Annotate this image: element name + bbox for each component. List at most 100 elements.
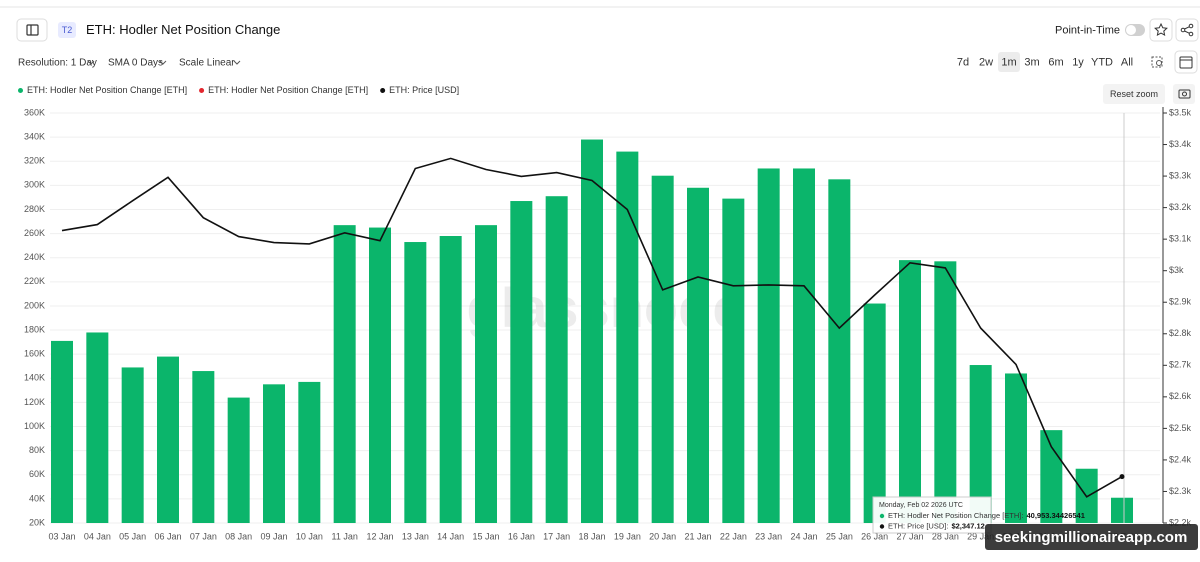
- x-tick-label: 04 Jan: [84, 531, 111, 541]
- y-tick-label: 60K: [29, 469, 45, 479]
- scale: Scale Linear: [179, 58, 235, 69]
- range-button[interactable]: [1116, 52, 1138, 72]
- x-tick-label: 15 Jan: [472, 531, 499, 541]
- y2-tick-label: $2.8k: [1169, 328, 1192, 338]
- bar: [828, 179, 851, 523]
- range-button[interactable]: [998, 52, 1020, 72]
- x-tick-label: 28 Jan: [932, 531, 959, 541]
- bar: [333, 225, 356, 523]
- legend-label: ETH: Hodler Net Position Change [ETH]: [208, 85, 368, 95]
- x-tick-label: 21 Jan: [684, 531, 711, 541]
- range-label: 1y: [1072, 56, 1084, 68]
- share-button[interactable]: [1175, 18, 1199, 42]
- range-button[interactable]: [1044, 52, 1068, 72]
- badge: T2: [62, 25, 73, 35]
- screenshot-button[interactable]: [1173, 84, 1195, 104]
- bar: [757, 168, 780, 523]
- tooltip-marker: [879, 524, 885, 529]
- x-tick-label: 23 Jan: [755, 531, 782, 541]
- favorite-button[interactable]: [1149, 18, 1173, 42]
- y-tick-label: 140K: [24, 373, 45, 383]
- y-tick-label: 240K: [24, 252, 45, 262]
- y2-tick-label: $3.1k: [1169, 234, 1192, 244]
- y-tick-label: 80K: [29, 445, 45, 455]
- range-label: 1m: [1001, 56, 1016, 68]
- y-tick-label: 300K: [24, 180, 45, 190]
- resolution-select[interactable]: Resolution: 1 Day: [18, 58, 97, 69]
- bar: [510, 201, 533, 523]
- sma: SMA 0 Days: [108, 58, 163, 69]
- y2-tick-label: $3k: [1169, 265, 1184, 275]
- range-button[interactable]: [1068, 52, 1088, 72]
- bar: [475, 225, 497, 523]
- tooltip-marker: [879, 513, 885, 519]
- range-button[interactable]: [1020, 52, 1044, 72]
- point-in-time-toggle[interactable]: [1125, 24, 1145, 36]
- x-tick-label: 13 Jan: [402, 531, 429, 541]
- legend-marker: [18, 88, 23, 93]
- x-tick-label: 06 Jan: [154, 531, 181, 541]
- y-tick-label: 200K: [24, 300, 45, 310]
- y-tick-label: 340K: [24, 131, 45, 141]
- sma-select[interactable]: SMA 0 Days: [108, 58, 167, 69]
- x-tick-label: 19 Jan: [614, 531, 641, 541]
- legend: ETH: Hodler Net Position Change [ETH] ETH…: [18, 85, 459, 95]
- y-tick-label: 20K: [29, 517, 45, 527]
- range-label: 6m: [1048, 56, 1063, 68]
- bar: [121, 367, 144, 523]
- x-tick-label: 27 Jan: [896, 531, 923, 541]
- y-tick-label: 280K: [24, 204, 45, 214]
- x-tick-label: 18 Jan: [578, 531, 605, 541]
- y-tick-label: 260K: [24, 228, 45, 238]
- range-button[interactable]: [952, 52, 974, 72]
- x-tick-label: 22 Jan: [720, 531, 747, 541]
- bar: [369, 227, 391, 523]
- y2-tick-label: $2.2k: [1169, 517, 1192, 527]
- hover-point: [1119, 474, 1125, 480]
- bar: [439, 236, 462, 523]
- x-tick-label: 10 Jan: [296, 531, 323, 541]
- bar: [86, 332, 109, 523]
- x-tick-label: 24 Jan: [790, 531, 817, 541]
- reset-zoom: Reset zoom: [1110, 89, 1158, 99]
- tooltip: Monday, Feb 02 2026 UTC ETH: Hodler Net P…: [872, 496, 1085, 534]
- range-label: 7d: [957, 56, 969, 68]
- y-tick-label: 220K: [24, 276, 45, 286]
- bar: [969, 365, 992, 523]
- resolution: Resolution: 1 Day: [18, 58, 97, 69]
- y2-tick-label: $2.9k: [1169, 297, 1192, 307]
- badge-bg: [58, 22, 76, 38]
- range-buttons: 7d 2w 1m 3m 6m 1y YTD All: [952, 52, 1138, 72]
- y-tick-label: 40K: [29, 493, 45, 503]
- sidebar-toggle[interactable]: [16, 18, 48, 42]
- bar: [227, 397, 250, 523]
- x-tick-label: 03 Jan: [48, 531, 75, 541]
- range-label: All: [1121, 56, 1133, 68]
- bar: [192, 371, 215, 523]
- lines: [61, 157, 1125, 498]
- bar: [1005, 373, 1027, 523]
- tooltip-value: 40,953.34426541: [1026, 511, 1084, 520]
- bar: [298, 381, 321, 523]
- tooltip-date: Monday, Feb 02 2026 UTC: [879, 502, 963, 509]
- range-label: YTD: [1091, 56, 1113, 68]
- reset-zoom-button[interactable]: Reset zoom: [1103, 84, 1165, 104]
- legend-label: ETH: Hodler Net Position Change [ETH]: [27, 85, 187, 95]
- scale-select[interactable]: Scale Linear: [179, 58, 241, 69]
- x-tick-label: 29 Jan: [967, 531, 994, 541]
- y2-tick-label: $3.3k: [1169, 170, 1192, 180]
- calendar-button[interactable]: [1174, 50, 1198, 74]
- tooltip-box: [872, 496, 992, 534]
- range-button[interactable]: [974, 52, 998, 72]
- legend-label: ETH: Price [USD]: [389, 85, 459, 95]
- x-tick-label: 16 Jan: [508, 531, 535, 541]
- y2-tick-label: $2.3k: [1169, 486, 1192, 496]
- x-tick-label: 14 Jan: [437, 531, 464, 541]
- bar: [1111, 497, 1133, 523]
- y2-tick-label: $2.4k: [1169, 454, 1192, 464]
- zoom-select-button[interactable]: [1148, 53, 1168, 73]
- range-button[interactable]: [1088, 52, 1116, 72]
- tooltip-label: ETH: Hodler Net Position Change [ETH]:: [888, 511, 1023, 520]
- x-tick-label: 12 Jan: [366, 531, 393, 541]
- bar: [863, 303, 886, 523]
